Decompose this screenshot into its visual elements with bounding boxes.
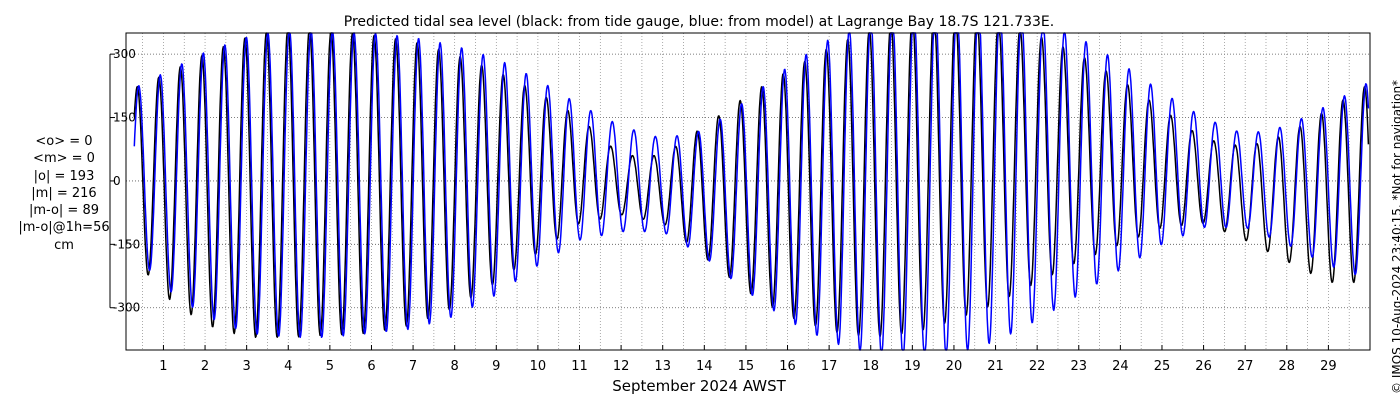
x-tick-label: 8	[451, 359, 459, 374]
x-tick-label: 29	[1320, 359, 1337, 374]
copyright-note: © IMOS 10-Aug-2024 23:40:15. *Not for na…	[1390, 79, 1400, 394]
chart-title: Predicted tidal sea level (black: from t…	[344, 14, 1054, 30]
x-tick-label: 12	[613, 359, 630, 374]
x-tick-label: 26	[1195, 359, 1212, 374]
series-layer	[133, 32, 1370, 351]
x-tick-label: 17	[821, 359, 838, 374]
x-tick-label: 27	[1237, 359, 1254, 374]
x-tick-label: 14	[696, 359, 713, 374]
x-tick-label: 5	[326, 359, 334, 374]
series-line-model	[133, 32, 1370, 351]
x-tick-label: 16	[779, 359, 796, 374]
y-tick-label: -150	[113, 237, 140, 251]
x-axis-ticks: 1 2 3 4 5 6 7 8 9 10 11 12 13 14 15 16 17 18 19 20 21 22 23 24 2…	[159, 345, 1337, 374]
x-tick-label: 3	[243, 359, 251, 374]
x-tick-label: 4	[284, 359, 292, 374]
x-tick-label: 25	[1154, 359, 1171, 374]
x-tick-label: 22	[1029, 359, 1046, 374]
x-tick-label: 6	[367, 359, 375, 374]
plot-frame	[125, 32, 1371, 351]
x-axis-label: September 2024 AWST	[612, 377, 786, 395]
y-tick-label: 150	[113, 111, 136, 125]
y-tick-label: 0	[113, 174, 121, 188]
mean-model: <m> = 0	[33, 151, 95, 167]
y-tick-label: 300	[113, 47, 136, 61]
x-tick-label: 1	[159, 359, 167, 374]
y-axis-ticks: 300 150 0 -150 -300	[109, 47, 140, 315]
x-tick-label: 13	[654, 359, 671, 374]
abs-difference: |m-o| = 89	[28, 203, 99, 219]
x-tick-label: 20	[946, 359, 963, 374]
abs-observed: |o| = 193	[33, 168, 95, 184]
x-tick-label: 24	[1112, 359, 1129, 374]
x-tick-label: 9	[492, 359, 500, 374]
x-tick-label: 2	[201, 359, 209, 374]
x-tick-label: 28	[1279, 359, 1296, 374]
x-tick-label: 11	[571, 359, 588, 374]
x-tick-label: 21	[987, 359, 1004, 374]
x-tick-label: 10	[530, 359, 547, 374]
x-tick-label: 18	[862, 359, 879, 374]
statistics-panel: <o> = 0 <m> = 0 |o| = 193 |m| = 216 |m-o…	[8, 133, 120, 254]
x-tick-label: 15	[738, 359, 755, 374]
x-tick-label: 23	[1070, 359, 1087, 374]
abs-difference-1h: |m-o|@1h=56	[18, 220, 110, 236]
x-tick-label: 7	[409, 359, 417, 374]
x-tick-label: 19	[904, 359, 921, 374]
y-tick-label: -300	[113, 301, 140, 315]
abs-model: |m| = 216	[31, 185, 97, 201]
mean-observed: <o> = 0	[35, 134, 93, 149]
stats-unit: cm	[54, 237, 74, 253]
